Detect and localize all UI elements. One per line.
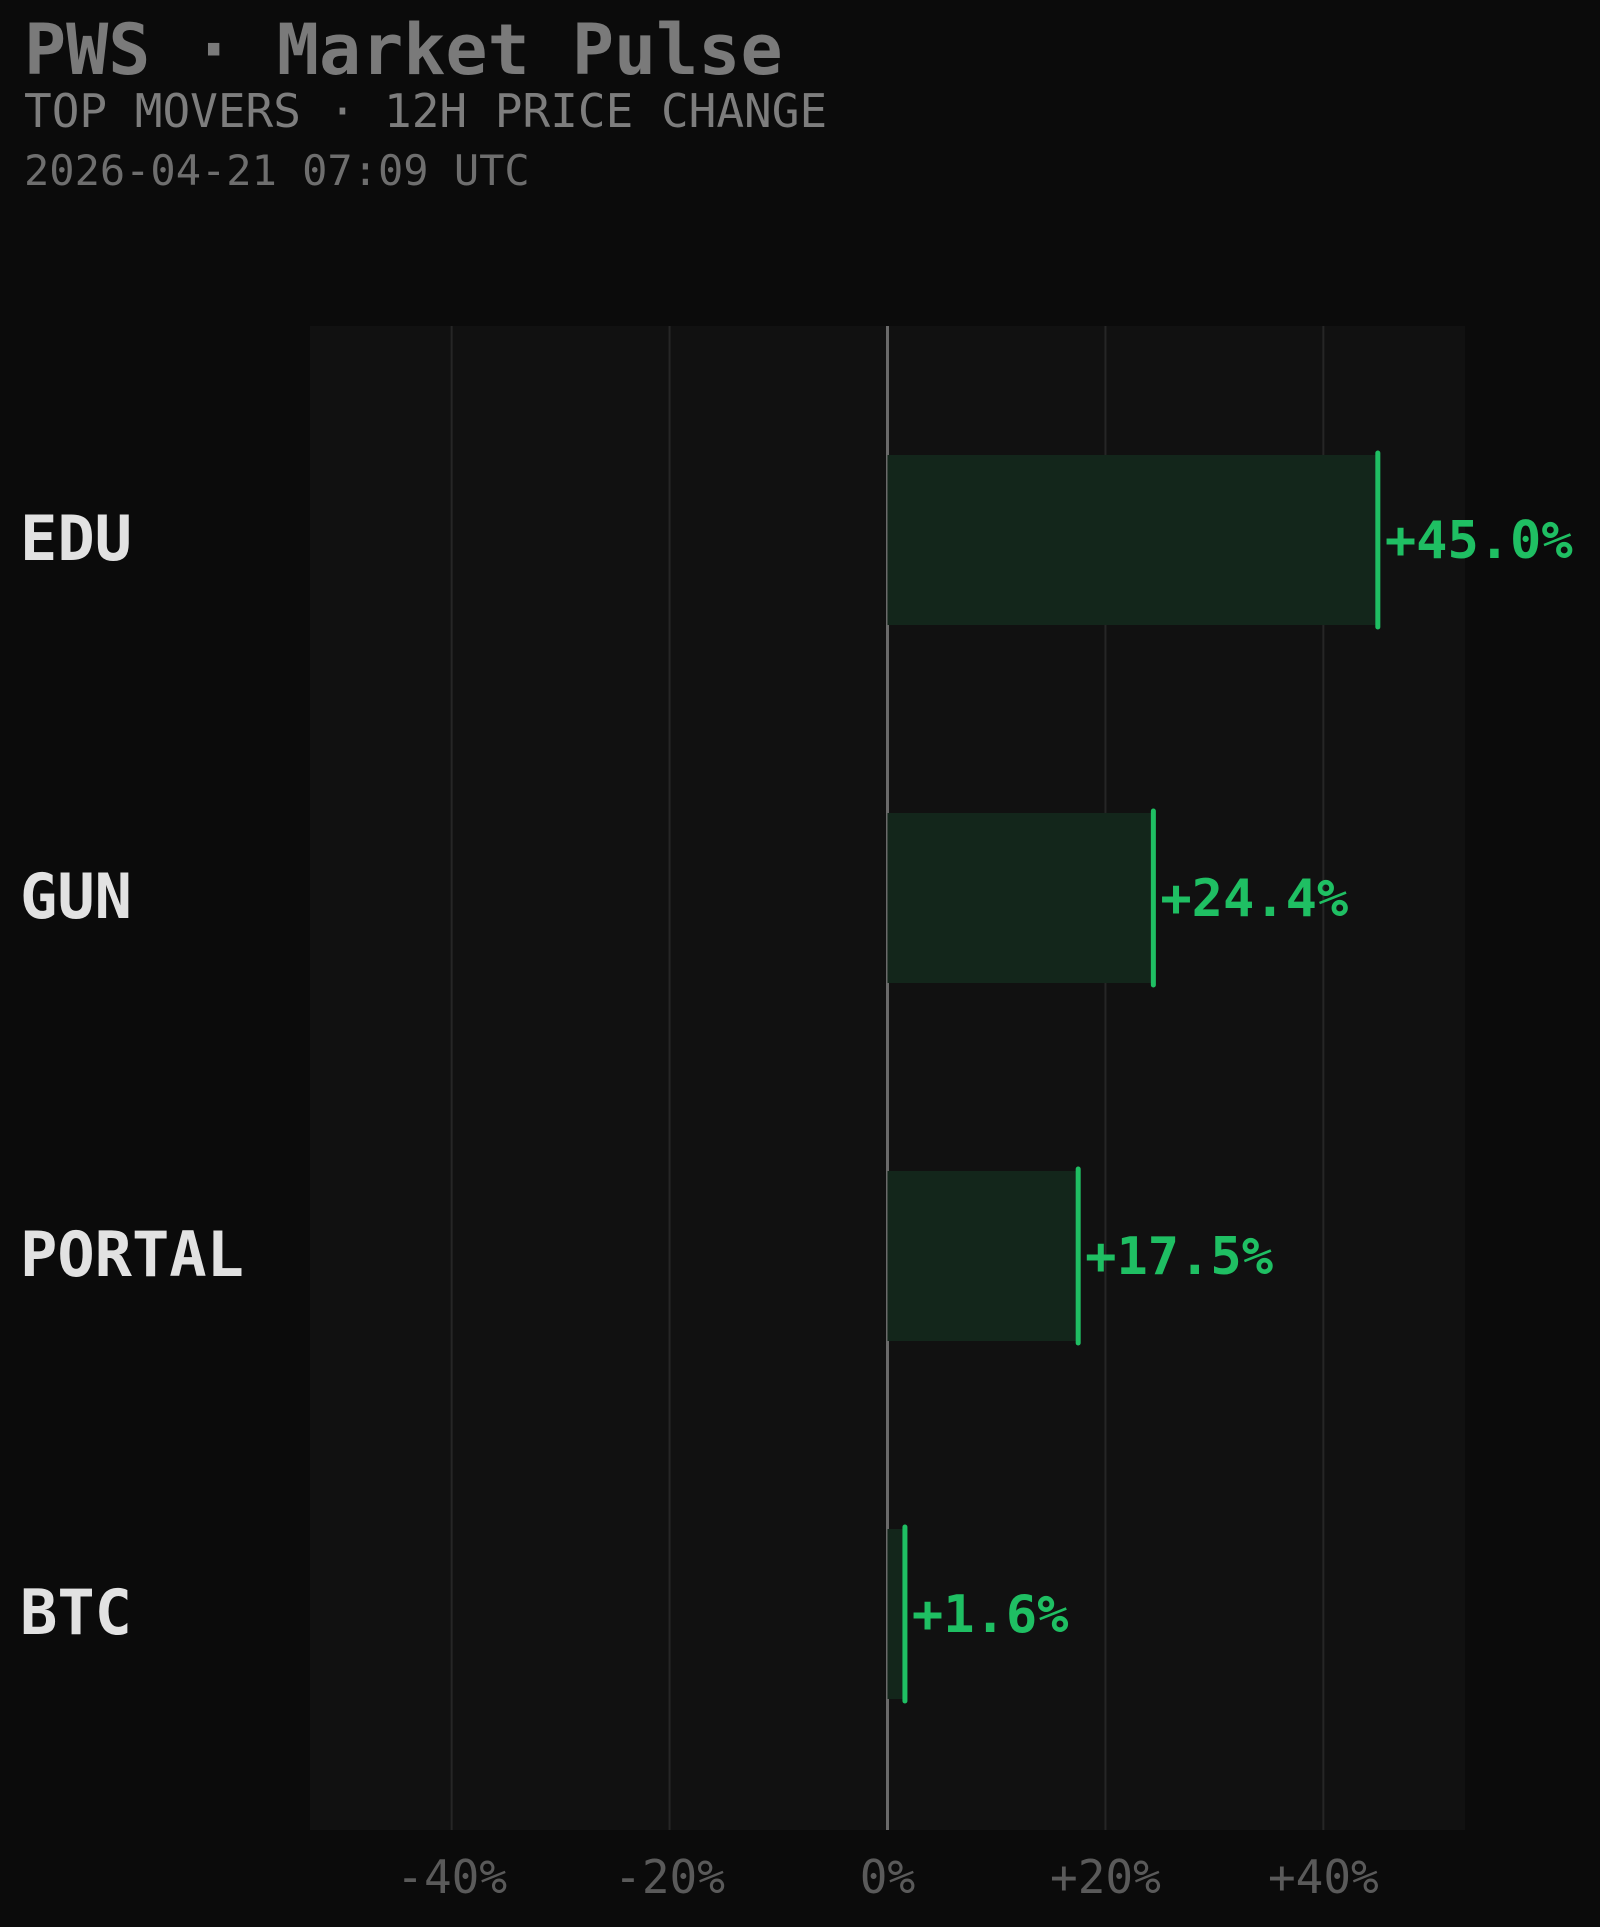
bar [887,1529,905,1699]
x-tick-label: +20% [1050,1850,1161,1904]
x-tick-label: -40% [396,1850,507,1904]
value-label: +24.4% [1160,869,1348,929]
category-label: BTC [20,1576,132,1649]
category-label: PORTAL [20,1218,244,1291]
plot-area: -40% -20% 0% +20% +40% EDU +45.0% GUN +24.4% PORT… [20,326,1573,1904]
x-tick-label: 0% [860,1850,915,1904]
chart-title: PWS · Market Pulse [24,9,783,91]
x-tick-label: +40% [1268,1850,1379,1904]
value-label: +45.0% [1385,511,1573,571]
value-label: +17.5% [1085,1227,1273,1287]
category-label: GUN [20,860,132,933]
chart-header: PWS · Market Pulse TOP MOVERS · 12H PRIC… [24,10,827,196]
chart-timestamp: 2026-04-21 07:09 UTC [24,146,530,195]
x-tick-label: -20% [614,1850,725,1904]
chart-subtitle: TOP MOVERS · 12H PRICE CHANGE [24,84,828,138]
bar [887,455,1378,625]
category-label: EDU [20,502,132,575]
bar [887,813,1154,983]
value-label: +1.6% [912,1585,1069,1645]
bar [887,1171,1079,1341]
